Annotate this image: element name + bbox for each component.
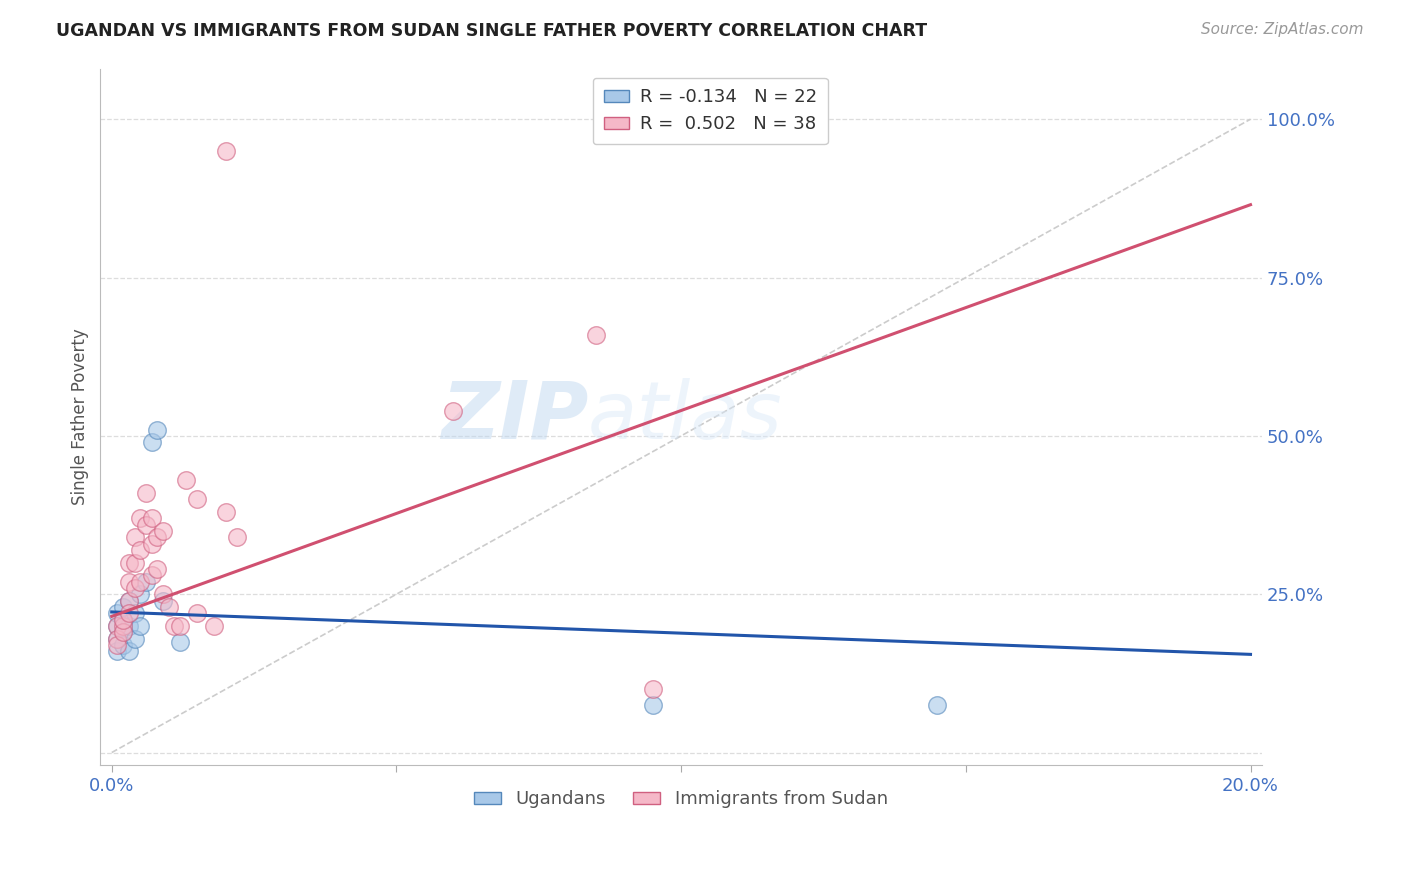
Point (124, 556, 146, 570)
Point (118, 606, 141, 620)
Point (107, 638, 129, 652)
Point (157, 599, 180, 614)
Point (129, 587, 152, 601)
Point (163, 619, 186, 633)
Text: Source: ZipAtlas.com: Source: ZipAtlas.com (1201, 22, 1364, 37)
Point (214, 505, 236, 519)
Point (129, 511, 152, 525)
Point (129, 542, 152, 557)
Point (107, 632, 129, 646)
Point (146, 530, 169, 544)
Point (124, 581, 146, 595)
Point (112, 613, 135, 627)
Text: ZIP: ZIP (441, 378, 588, 456)
Point (118, 619, 141, 633)
Point (107, 632, 129, 646)
Point (226, 530, 249, 544)
Point (641, 682, 664, 697)
Legend: Ugandans, Immigrants from Sudan: Ugandans, Immigrants from Sudan (467, 783, 896, 815)
Point (141, 511, 163, 525)
Point (135, 486, 157, 500)
Point (124, 606, 146, 620)
Point (202, 619, 225, 633)
Point (118, 644, 141, 658)
Point (112, 625, 135, 640)
Point (441, 403, 464, 417)
Point (152, 524, 174, 538)
Point (112, 625, 135, 640)
Point (152, 593, 174, 607)
Point (112, 619, 135, 633)
Point (169, 634, 191, 648)
Point (112, 599, 135, 614)
Text: atlas: atlas (588, 378, 783, 456)
Point (118, 593, 141, 607)
Point (641, 698, 664, 712)
Point (186, 492, 208, 507)
Point (146, 423, 169, 437)
Point (124, 632, 146, 646)
Y-axis label: Single Father Poverty: Single Father Poverty (72, 328, 89, 505)
Point (152, 587, 174, 601)
Point (186, 606, 208, 620)
Point (135, 574, 157, 589)
Point (107, 644, 129, 658)
Point (107, 619, 129, 633)
Point (141, 435, 163, 450)
Point (927, 698, 949, 712)
Point (112, 638, 135, 652)
Point (118, 556, 141, 570)
Point (129, 574, 152, 589)
Point (124, 530, 146, 544)
Point (141, 536, 163, 550)
Point (118, 593, 141, 607)
Point (585, 327, 607, 342)
Point (146, 562, 169, 576)
Point (174, 473, 197, 487)
Point (129, 619, 152, 633)
Point (141, 568, 163, 582)
Point (135, 517, 157, 532)
Point (112, 613, 135, 627)
Point (214, 144, 236, 158)
Text: UGANDAN VS IMMIGRANTS FROM SUDAN SINGLE FATHER POVERTY CORRELATION CHART: UGANDAN VS IMMIGRANTS FROM SUDAN SINGLE … (56, 22, 928, 40)
Point (107, 606, 129, 620)
Point (107, 619, 129, 633)
Point (169, 619, 191, 633)
Point (118, 574, 141, 589)
